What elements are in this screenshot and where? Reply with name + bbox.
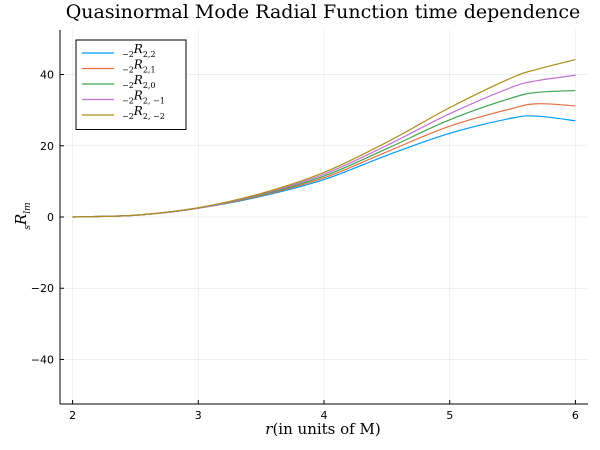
legend-label-1: −2R2,1 [122,58,156,75]
x-tick-labels: 2 3 4 5 6 [69,409,579,422]
y-tick-labels: −40 −20 0 20 40 [31,69,54,367]
gridlines [60,30,588,404]
x-tick-label-2: 4 [321,409,328,422]
legend-label-0: −2R2,2 [122,42,156,59]
y-tick-label-4: 40 [40,69,54,82]
x-tick-label-4: 6 [572,409,579,422]
legend: −2R2,2−2R2,1−2R2,0−2R2, −1−2R2, −2 [75,39,187,130]
legend-label-4: −2R2, −2 [122,104,165,121]
y-tick-label-0: −40 [31,353,54,366]
y-tick-label-3: 20 [40,140,54,153]
x-tick-label-1: 3 [195,409,202,422]
y-tick-label-2: 0 [47,211,54,224]
x-tick-label-0: 2 [69,409,76,422]
y-tick-label-1: −20 [31,282,54,295]
y-axis-label: sRlm [12,202,33,229]
series-line-4 [72,58,576,218]
chart-title: Quasinormal Mode Radial Function time de… [66,1,581,23]
x-tick-label-3: 5 [446,409,453,422]
axes [59,30,588,405]
x-axis-label: r(in units of M) [265,420,380,438]
legend-label-2: −2R2,0 [122,73,156,90]
legend-label-3: −2R2, −1 [122,89,165,106]
series-lines [72,58,576,218]
